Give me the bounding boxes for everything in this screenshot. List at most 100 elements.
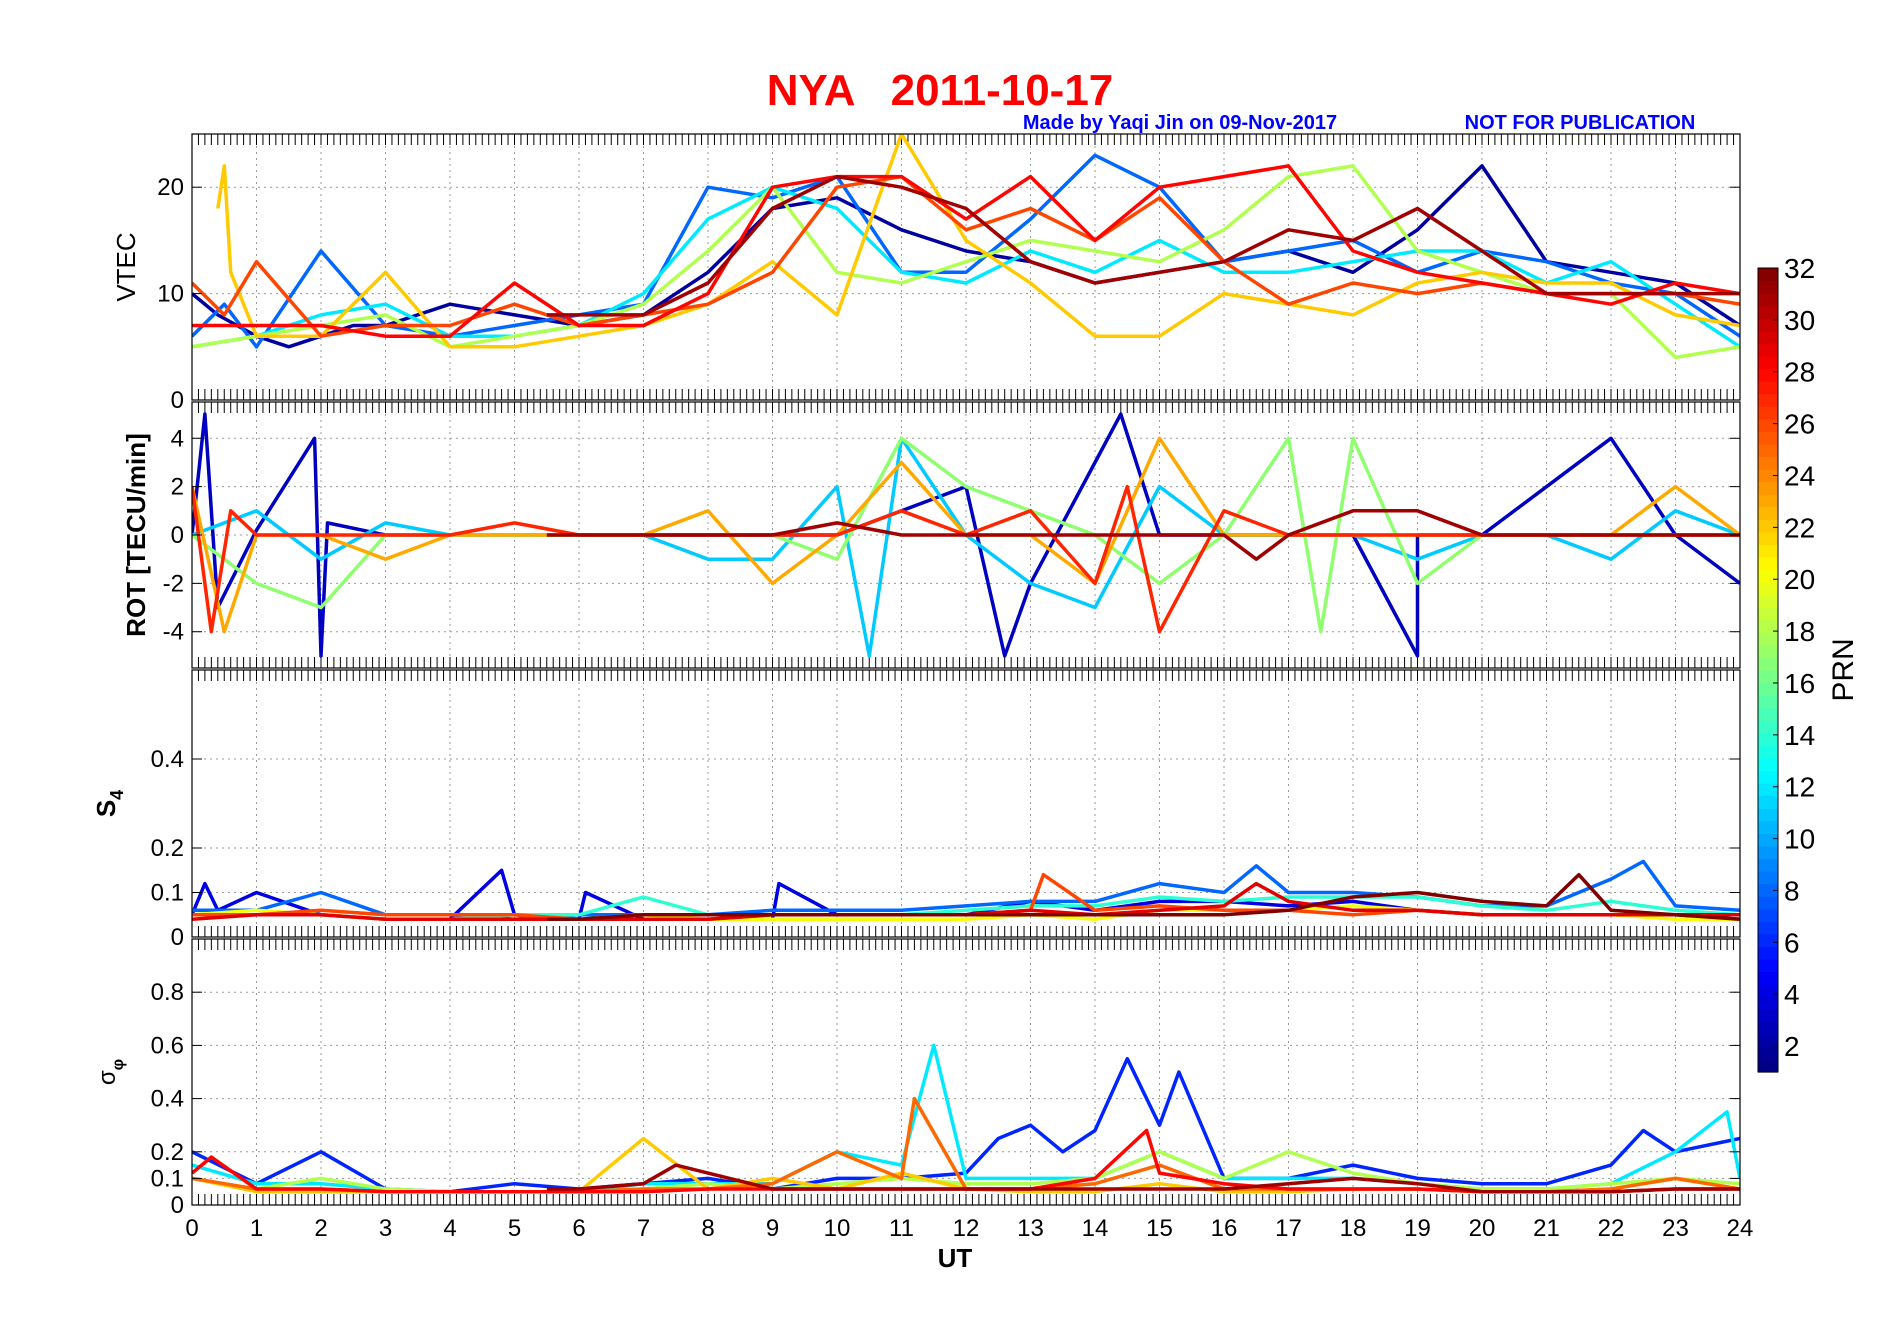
y-tick-label: -4 xyxy=(163,619,184,646)
axes-frame-s4 xyxy=(191,669,1741,938)
credit-text: Made by Yaqi Jin on 09-Nov-2017 xyxy=(1023,112,1337,134)
colorbar-cell xyxy=(1758,381,1778,395)
colorbar-cell xyxy=(1758,506,1778,520)
colorbar-cell xyxy=(1758,896,1778,910)
colorbar-cell xyxy=(1758,494,1778,508)
colorbar-tick-label: 18 xyxy=(1784,616,1815,647)
colorbar-cell xyxy=(1758,531,1778,545)
minor-ticks-vtec xyxy=(191,134,1741,400)
colorbar-cell xyxy=(1758,368,1778,382)
y-tick-label: 0 xyxy=(171,387,184,414)
x-tick-label: 10 xyxy=(824,1215,851,1242)
colorbar-cell xyxy=(1758,318,1778,332)
y-tick-label: -2 xyxy=(163,570,184,597)
colorbar-cell xyxy=(1758,845,1778,860)
colorbar-cell xyxy=(1758,695,1778,709)
colorbar-cell xyxy=(1758,569,1778,583)
colorbar-cell xyxy=(1758,908,1778,922)
x-tick-label: 19 xyxy=(1404,1215,1431,1242)
chart-title: NYA 2011-10-17 xyxy=(767,66,1114,115)
x-tick-label: 24 xyxy=(1727,1215,1754,1242)
colorbar-tick-label: 2 xyxy=(1784,1031,1800,1062)
colorbar-tick-label: 30 xyxy=(1784,305,1815,336)
colorbar-tick-label: 6 xyxy=(1784,927,1800,958)
x-tick-label: 8 xyxy=(701,1215,714,1242)
y-axis-label-subscript: 4 xyxy=(107,790,127,800)
colorbar-cell xyxy=(1758,418,1778,432)
series-line-prn-31 xyxy=(546,174,1740,317)
y-tick-label: 0 xyxy=(171,522,184,549)
colorbar-cell xyxy=(1758,1046,1778,1061)
x-tick-labels: 0 1 2 3 4 5 6 7 8 9 10 11 12 13 14 15 16 17 18 19 20 21 22 23 24 xyxy=(185,1215,1753,1242)
colorbar-cell xyxy=(1758,544,1778,558)
x-tick-label: 3 xyxy=(379,1215,392,1242)
x-tick-label: 0 xyxy=(185,1215,198,1242)
y-tick-label: 4 xyxy=(171,425,184,452)
colorbar-cell xyxy=(1758,971,1778,985)
y-axis-label-vtec: VTEC xyxy=(111,232,141,301)
colorbar-cell xyxy=(1758,858,1778,872)
colorbar-cell xyxy=(1758,644,1778,659)
x-tick-label: 21 xyxy=(1533,1215,1560,1242)
colorbar-cell xyxy=(1758,1034,1778,1048)
colorbar-cell xyxy=(1758,406,1778,420)
colorbar-tick-label: 32 xyxy=(1784,253,1815,284)
x-axis-label: UT xyxy=(938,1243,973,1273)
colorbar-cell xyxy=(1758,393,1778,407)
x-tick-label: 18 xyxy=(1340,1215,1367,1242)
colorbar-tick-label: 12 xyxy=(1784,772,1815,803)
series-line-prn-27 xyxy=(192,484,1740,634)
colorbar-cell xyxy=(1758,481,1778,495)
x-tick-label: 2 xyxy=(314,1215,327,1242)
x-tick-label: 23 xyxy=(1662,1215,1689,1242)
axes-frame-sigphi xyxy=(191,938,1741,1206)
colorbar-cell xyxy=(1758,883,1778,897)
colorbar-cell xyxy=(1758,996,1778,1010)
colorbar-cell xyxy=(1758,707,1778,721)
y-axis-label-subscript: φ xyxy=(110,1059,127,1070)
grid-s4 xyxy=(192,670,1740,937)
y-tick-label: 0.8 xyxy=(151,979,184,1006)
colorbar-cell xyxy=(1758,343,1778,357)
colorbar-tick-label: 4 xyxy=(1784,979,1800,1010)
colorbar-cell xyxy=(1758,657,1778,671)
colorbar-tick-label: 22 xyxy=(1784,512,1815,543)
colorbar-cell xyxy=(1758,632,1778,646)
x-tick-label: 22 xyxy=(1598,1215,1625,1242)
series-line-prn-2 xyxy=(192,164,1740,349)
colorbar-cell xyxy=(1758,745,1778,759)
x-tick-label: 7 xyxy=(637,1215,650,1242)
colorbar-cell xyxy=(1758,355,1778,370)
colorbar-frame xyxy=(1757,267,1779,1073)
series-line-prn-31 xyxy=(546,509,1740,561)
series-line-prn-32 xyxy=(546,872,1740,921)
y-tick-label: 0.1 xyxy=(151,1165,184,1192)
colorbar-cell xyxy=(1758,720,1778,734)
colorbar-cell xyxy=(1758,820,1778,834)
colorbar-cell xyxy=(1758,783,1778,797)
colorbar-cell xyxy=(1758,732,1778,746)
series-sigphi xyxy=(192,1043,1740,1194)
colorbar-cell xyxy=(1758,833,1778,847)
colorbar-cell xyxy=(1758,1021,1778,1035)
panel-rot: -4 -2 0 2 4 ROT [TECU/min] xyxy=(121,401,1741,669)
colorbar-cell xyxy=(1758,946,1778,960)
colorbar-cell xyxy=(1758,1059,1778,1073)
colorbar-cell xyxy=(1758,431,1778,445)
minor-ticks-sigphi xyxy=(191,939,1741,1205)
x-tick-label: 11 xyxy=(889,1215,914,1242)
colorbar-cell xyxy=(1758,808,1778,822)
colorbar-cell xyxy=(1758,582,1778,596)
series-line-prn-22 xyxy=(216,134,1740,349)
grid-vtec xyxy=(192,134,1740,400)
colorbar-cell xyxy=(1758,958,1778,973)
series-vtec xyxy=(192,134,1740,360)
colorbar-cell xyxy=(1758,757,1778,772)
series-line-prn-29 xyxy=(192,881,1740,921)
colorbar-cell xyxy=(1758,921,1778,935)
colorbar-tick-label: 26 xyxy=(1784,409,1815,440)
y-tick-label: 20 xyxy=(157,174,184,201)
